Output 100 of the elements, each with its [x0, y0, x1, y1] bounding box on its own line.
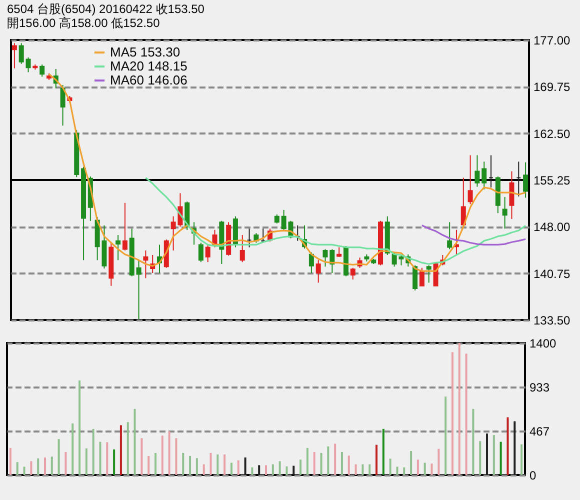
candlestick — [274, 214, 280, 224]
bar — [327, 446, 330, 475]
bar — [251, 467, 254, 475]
bar — [182, 452, 184, 475]
candlestick — [18, 42, 24, 64]
bar — [230, 462, 232, 475]
candlestick — [240, 234, 245, 263]
candlestick — [308, 252, 314, 274]
y-tick-label: 155.25 — [534, 174, 571, 188]
bar — [44, 457, 46, 475]
bar — [58, 439, 60, 475]
candlestick — [482, 161, 487, 190]
y-tick-label: 162.50 — [534, 126, 571, 141]
bar — [362, 464, 364, 475]
bar — [258, 465, 260, 475]
bar — [23, 466, 26, 475]
bar — [430, 464, 433, 475]
candlestick — [460, 177, 466, 228]
bar — [92, 428, 94, 475]
bar — [354, 464, 357, 475]
bar — [78, 380, 81, 475]
bar — [506, 417, 509, 475]
bar — [472, 408, 474, 475]
y-tick-label: 933 — [530, 380, 550, 395]
bar — [265, 465, 267, 475]
bar — [348, 456, 350, 475]
legend-label: MA5 153.30 — [110, 44, 180, 60]
bar — [486, 434, 488, 475]
y-tick-label: 133.50 — [534, 314, 571, 328]
candlestick — [143, 250, 148, 279]
bar — [424, 462, 426, 475]
bar — [376, 444, 378, 475]
bar — [416, 460, 419, 475]
legend-label: MA60 146.06 — [110, 72, 188, 88]
bar — [278, 461, 281, 475]
candlestick — [509, 170, 514, 220]
bar — [396, 466, 398, 475]
bar — [72, 423, 74, 475]
line-series — [421, 224, 526, 246]
bar — [451, 352, 454, 475]
bar — [292, 466, 295, 475]
bar — [148, 456, 150, 475]
bar — [334, 444, 336, 475]
bar — [286, 466, 288, 475]
candlestick — [474, 154, 480, 188]
bar — [113, 449, 116, 475]
bar — [514, 421, 516, 475]
bar — [168, 431, 170, 475]
candlestick — [468, 154, 473, 205]
bar — [410, 450, 412, 475]
bar — [465, 354, 468, 475]
y-tick-label: 148.00 — [534, 220, 571, 234]
bar — [216, 454, 219, 475]
y-tick-label: 0 — [530, 468, 536, 482]
bar — [140, 438, 143, 475]
bar — [134, 408, 136, 475]
candlestick — [502, 196, 508, 230]
bar — [99, 442, 102, 475]
bar — [520, 444, 523, 475]
bar — [382, 428, 384, 475]
bar — [272, 464, 274, 475]
candlestick — [350, 267, 356, 280]
candlestick — [419, 267, 424, 286]
bar — [9, 448, 12, 475]
bar — [175, 438, 178, 475]
bar — [306, 448, 308, 475]
bar — [479, 441, 482, 475]
bar — [368, 464, 371, 475]
bar — [126, 422, 129, 475]
legend-label: MA20 148.15 — [110, 58, 188, 74]
bar — [161, 436, 164, 475]
candlestick — [316, 260, 321, 284]
bar — [444, 396, 447, 475]
bar — [202, 464, 205, 475]
candlestick — [116, 234, 121, 261]
bar — [237, 460, 240, 475]
candlestick — [205, 244, 210, 263]
candlestick — [426, 264, 432, 284]
bar — [106, 442, 108, 475]
candlestick — [447, 222, 452, 250]
bar — [64, 452, 67, 475]
bar — [50, 456, 53, 475]
candlestick — [198, 242, 204, 263]
bar — [389, 458, 392, 475]
bar — [320, 452, 322, 475]
bar — [85, 448, 88, 475]
line-series — [144, 176, 526, 265]
bar — [340, 452, 343, 475]
candlestick — [336, 246, 342, 258]
bar — [189, 456, 192, 475]
candlestick — [122, 202, 128, 251]
bar — [313, 452, 316, 475]
y-tick-label: 177.00 — [534, 34, 571, 48]
candlestick — [26, 56, 31, 73]
bar — [16, 462, 18, 475]
bar — [500, 442, 502, 475]
y-tick-label: 169.75 — [534, 80, 571, 94]
chart-title: 6504 台股(6504) 20160422 收153.50 — [7, 2, 205, 16]
bar — [154, 452, 156, 475]
candlestick — [40, 64, 45, 78]
